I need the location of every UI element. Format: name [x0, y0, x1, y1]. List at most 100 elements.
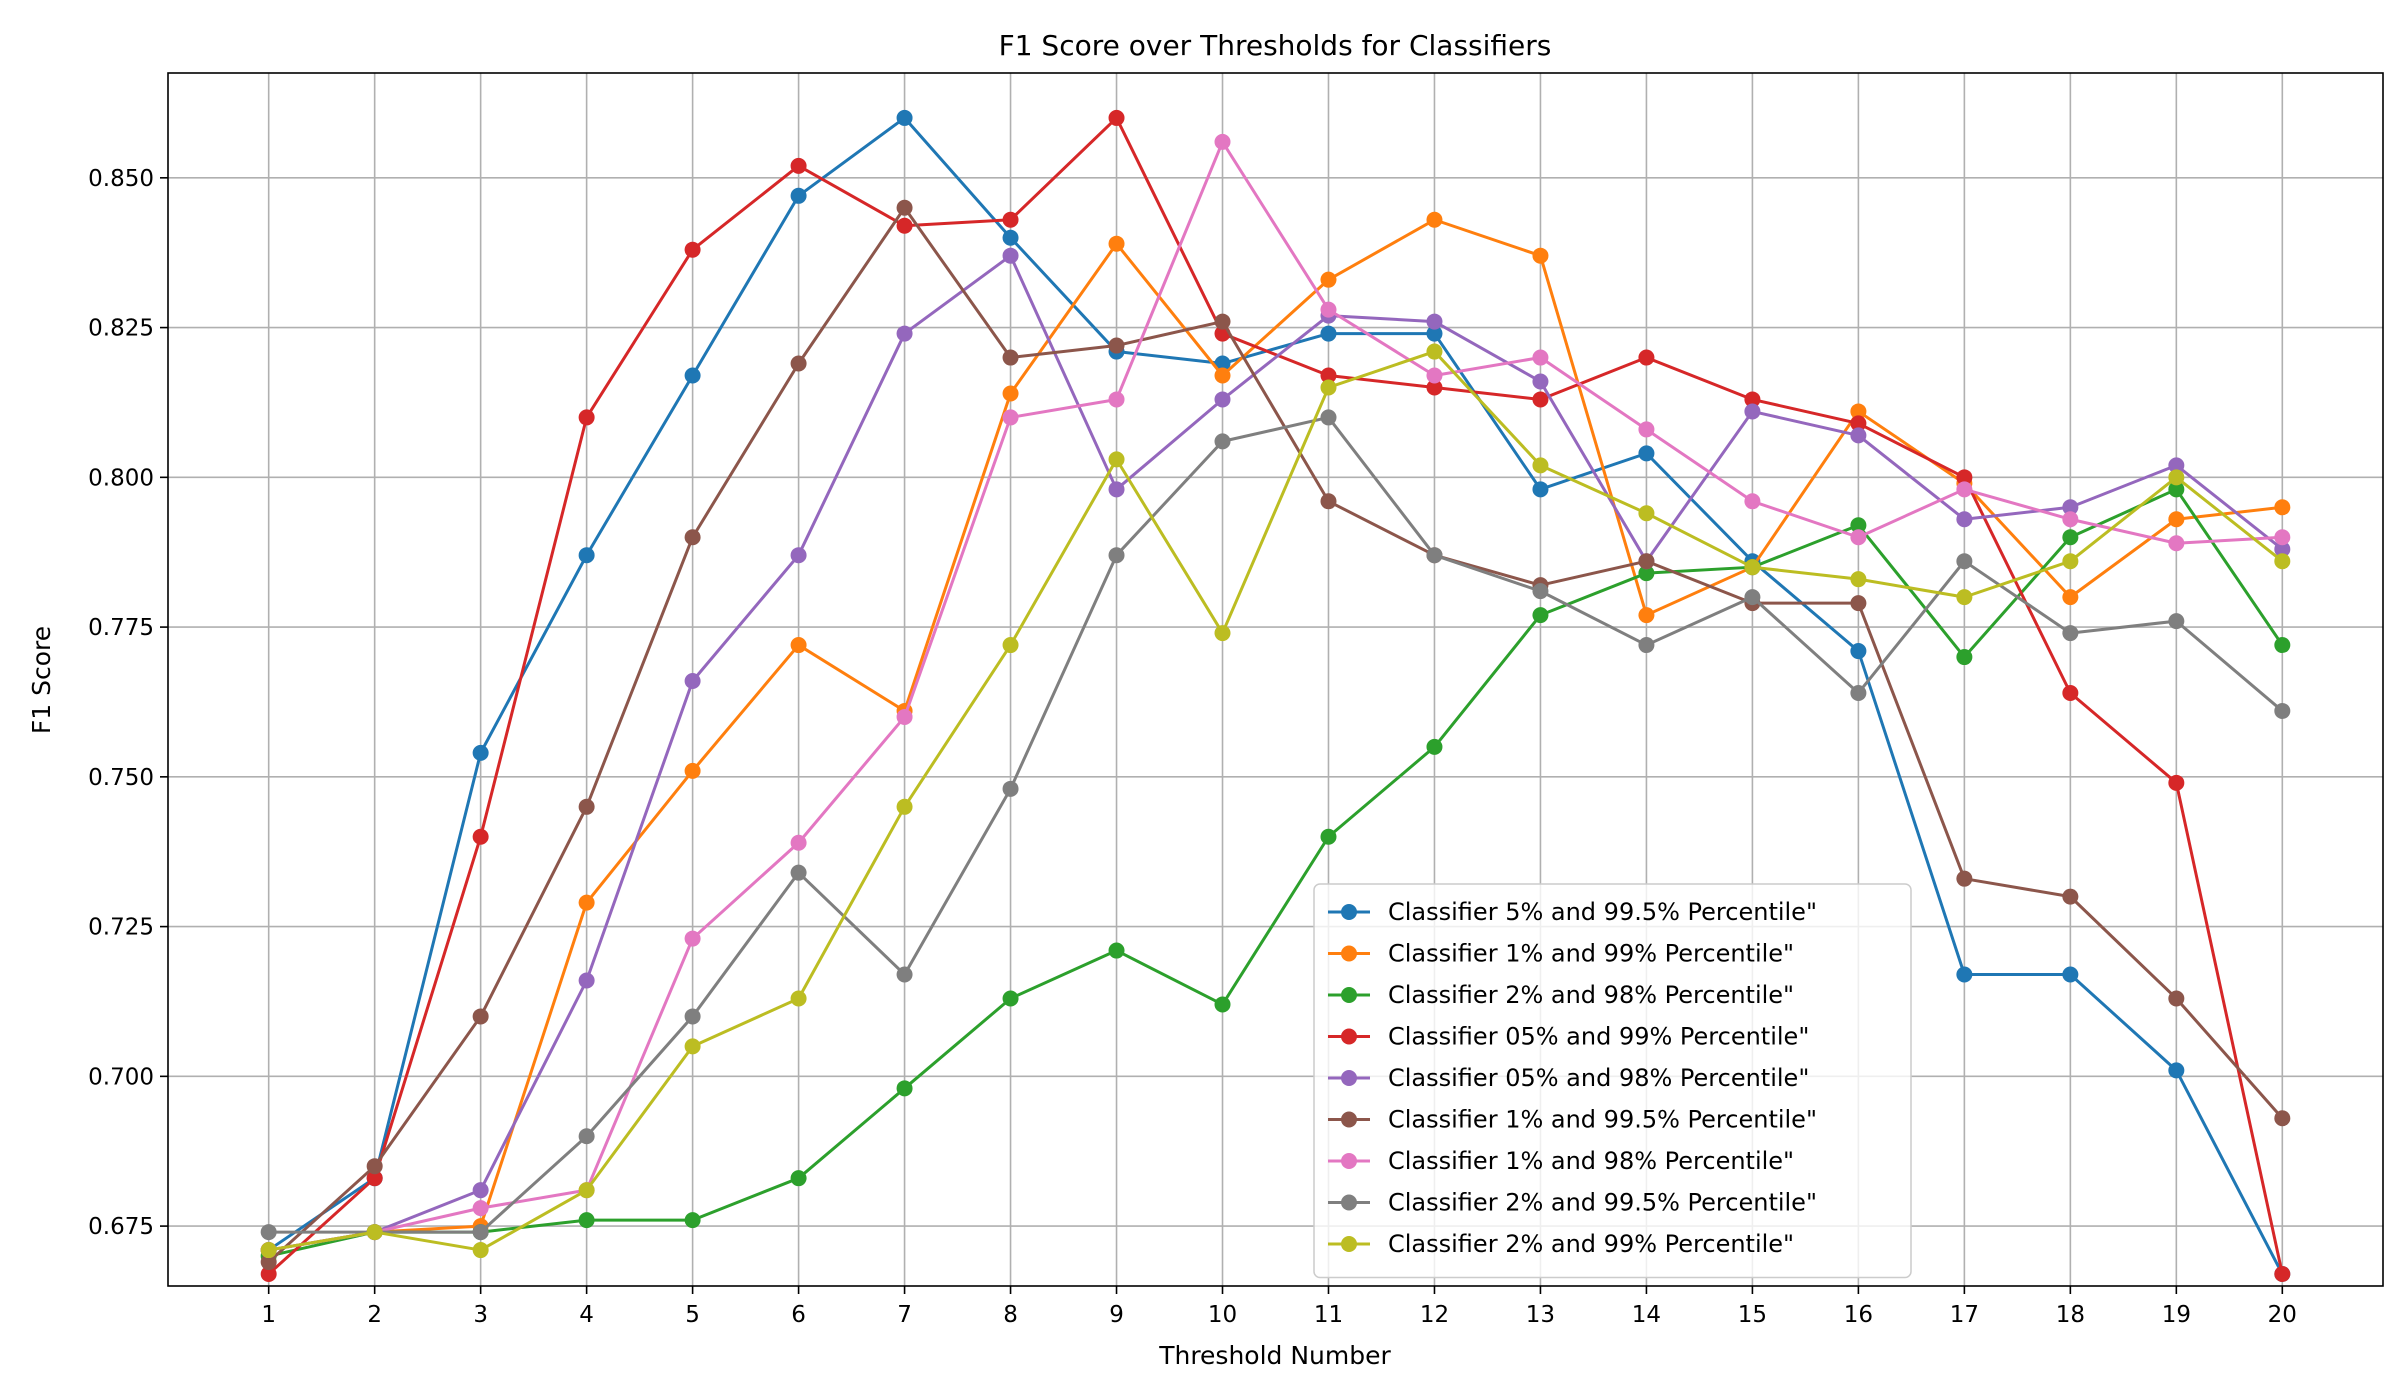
data-point — [1426, 367, 1443, 384]
data-point — [578, 894, 595, 911]
x-tick-label: 3 — [473, 1302, 488, 1328]
data-point — [2062, 966, 2079, 983]
data-point — [1214, 133, 1231, 150]
legend-marker — [1341, 904, 1357, 920]
legend-marker — [1341, 1028, 1357, 1045]
y-tick-label: 0.700 — [88, 1064, 154, 1090]
data-point — [1956, 649, 1973, 666]
data-point — [1320, 409, 1337, 426]
data-point — [1320, 493, 1337, 510]
data-point — [896, 708, 913, 725]
data-point — [1214, 313, 1231, 330]
data-point — [472, 1224, 489, 1241]
data-point — [1002, 409, 1019, 426]
series-lines — [260, 109, 2291, 1283]
data-point — [1850, 595, 1867, 612]
legend-label: Classifier 05% and 98% Percentile" — [1388, 1064, 1809, 1092]
x-tick-label: 17 — [1950, 1302, 1979, 1328]
legend-item: Classifier 2% and 98% Percentile" — [1328, 981, 1794, 1009]
series-line — [268, 254, 2284, 1252]
y-tick-label: 0.750 — [88, 765, 154, 791]
data-point — [578, 1182, 595, 1199]
data-point — [472, 744, 489, 761]
legend-box — [1313, 883, 1912, 1279]
x-tick-label: 6 — [791, 1302, 806, 1328]
data-point — [1108, 481, 1125, 498]
x-tick-label: 13 — [1526, 1302, 1555, 1328]
series — [260, 109, 2291, 1283]
data-point — [1320, 367, 1337, 384]
data-point — [1426, 343, 1443, 360]
x-tick-label: 16 — [1844, 1302, 1873, 1328]
x-tick-label: 9 — [1109, 1302, 1124, 1328]
legend-marker — [1341, 1111, 1357, 1128]
data-point — [2168, 511, 2185, 528]
data-point — [1426, 738, 1443, 755]
data-point — [1002, 349, 1019, 366]
data-point — [896, 199, 913, 216]
data-point — [1320, 301, 1337, 318]
legend: Classifier 5% and 99.5% Percentile" Class… — [1313, 883, 1912, 1279]
data-point — [1320, 379, 1337, 396]
data-point — [1532, 457, 1549, 474]
data-point — [1214, 625, 1231, 642]
series-line — [268, 140, 2283, 1252]
data-point — [684, 930, 701, 947]
data-point — [1532, 349, 1549, 366]
x-tick-label: 5 — [685, 1302, 700, 1328]
data-point — [1426, 211, 1443, 228]
data-point — [790, 834, 807, 851]
data-point — [1638, 349, 1655, 366]
data-point — [2062, 684, 2079, 701]
series — [260, 409, 2291, 1241]
data-point — [2168, 774, 2185, 791]
series-line — [267, 206, 2284, 1264]
y-tick-label: 0.775 — [88, 615, 154, 641]
data-point — [1850, 517, 1867, 534]
data-point — [2274, 499, 2291, 516]
data-point — [2274, 529, 2291, 546]
series — [260, 343, 2291, 1259]
legend-label: Classifier 05% and 99% Percentile" — [1388, 1023, 1809, 1051]
data-point — [684, 529, 701, 546]
data-point — [1956, 589, 1973, 606]
data-point — [1956, 469, 1973, 486]
data-point — [1002, 229, 1019, 246]
data-point — [1002, 385, 1019, 402]
y-tick-label: 0.800 — [88, 465, 154, 491]
legend-marker — [1341, 1194, 1357, 1211]
data-point — [1850, 684, 1867, 701]
series-line — [268, 350, 2284, 1252]
data-point — [1956, 481, 1973, 498]
data-point — [684, 241, 701, 258]
legend-item: Classifier 1% and 98% Percentile" — [1328, 1147, 1794, 1175]
data-point — [684, 672, 701, 689]
data-point — [1532, 607, 1549, 624]
data-point — [260, 1242, 277, 1259]
legend-item: Classifier 2% and 99% Percentile" — [1328, 1230, 1794, 1258]
y-tick-label: 0.725 — [88, 915, 154, 941]
axis-ticks: 1 2 3 4 5 6 7 8 9 10 11 12 13 14 15 16 17 18 19 200.6750.70… — [88, 166, 2297, 1328]
data-point — [1108, 235, 1125, 252]
data-point — [2062, 589, 2079, 606]
data-point — [1956, 511, 1973, 528]
data-point — [1638, 505, 1655, 522]
data-point — [790, 864, 807, 881]
data-point — [1002, 990, 1019, 1007]
data-point — [896, 966, 913, 983]
data-point — [1214, 367, 1231, 384]
legend-label: Classifier 1% and 98% Percentile" — [1388, 1147, 1794, 1175]
data-point — [2274, 541, 2291, 558]
data-point — [2168, 457, 2185, 474]
series-line — [268, 218, 2283, 1252]
data-point — [1532, 373, 1549, 390]
y-axis-label: F1 Score — [27, 626, 56, 734]
data-point — [790, 637, 807, 654]
data-point — [1002, 211, 1019, 228]
data-point — [1108, 391, 1125, 408]
data-point — [1850, 571, 1867, 588]
legend-label: Classifier 2% and 99.5% Percentile" — [1388, 1189, 1817, 1217]
data-point — [578, 409, 595, 426]
x-tick-label: 11 — [1314, 1302, 1343, 1328]
data-point — [896, 217, 913, 234]
